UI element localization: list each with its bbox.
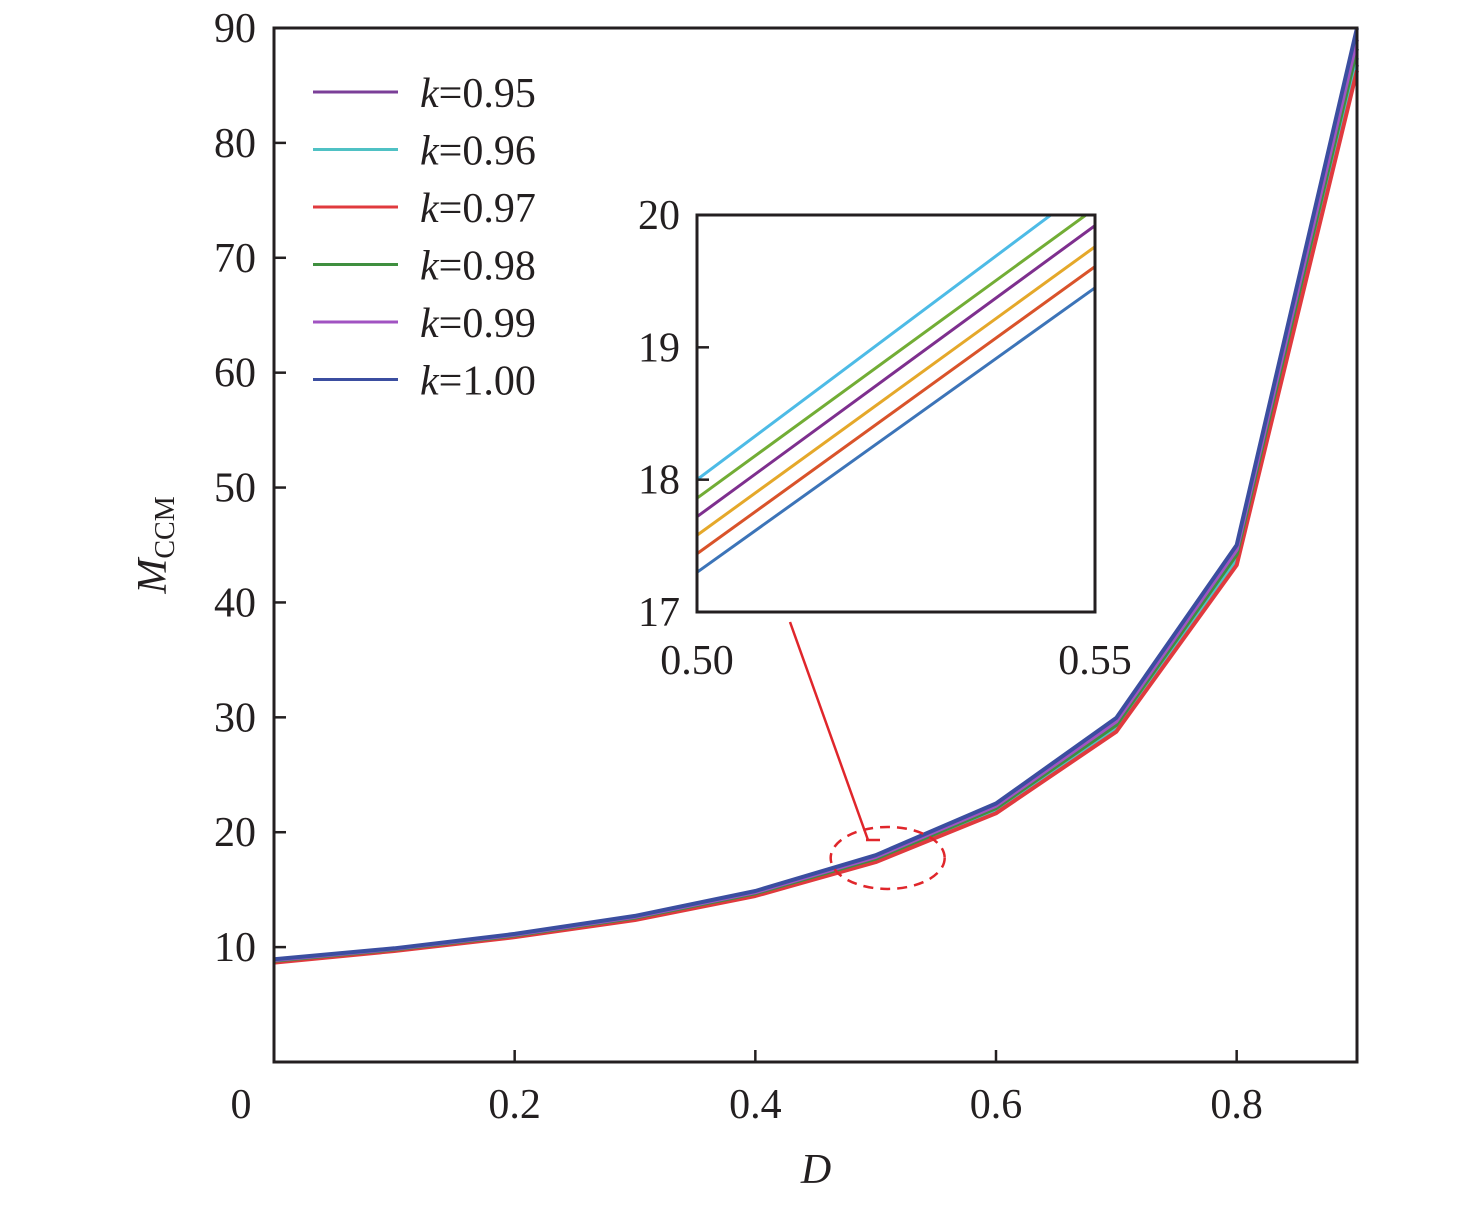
legend: k=0.95k=0.96k=0.97k=0.98k=0.99k=1.00 — [313, 71, 536, 405]
y-tick-label: 30 — [214, 695, 256, 741]
y-tick-label: 80 — [214, 121, 256, 167]
inset-y-tick-label: 17 — [638, 590, 680, 636]
y-tick-label: 10 — [214, 925, 256, 971]
x-axis-label: D — [800, 1147, 831, 1193]
x-tick-label: 0.8 — [1210, 1082, 1263, 1128]
inset-y-tick-label: 18 — [638, 458, 680, 504]
legend-label: k=0.96 — [420, 129, 536, 175]
y-axis-label: MCCM — [130, 496, 181, 594]
main-series-lines — [273, 27, 1359, 965]
zoom-annotation — [788, 621, 946, 891]
inset-series-line — [697, 224, 1095, 518]
legend-label-value: =0.99 — [439, 301, 536, 347]
legend-item: k=0.97 — [313, 186, 536, 232]
main-plot-frame — [272, 26, 1359, 1064]
x-tick-label: 0.2 — [488, 1082, 541, 1128]
legend-label-value: =0.98 — [439, 244, 536, 290]
legend-item: k=1.00 — [313, 359, 536, 405]
main-axis-ticks: 0 0.2 0.4 0.6 0.8 10 20 30 40 50 60 70 80 90 — [214, 6, 1263, 1128]
inset-y-tick-label: 19 — [638, 325, 680, 371]
y-tick-label: 60 — [214, 351, 256, 397]
inset-y-tick-label: 20 — [638, 193, 680, 239]
inset-series-line — [697, 215, 1089, 500]
series-line-k=1.00 — [273, 27, 1359, 962]
callout-line — [788, 621, 870, 841]
legend-label: k=1.00 — [420, 359, 536, 405]
legend-label-k: k — [420, 301, 440, 347]
highlight-ellipse — [829, 825, 946, 891]
inset-series-lines — [697, 215, 1095, 574]
y-axis-label-main: M — [130, 557, 176, 595]
legend-label: k=0.97 — [420, 186, 536, 232]
inset-background — [697, 215, 1095, 612]
legend-label-value: =1.00 — [439, 359, 536, 405]
legend-label: k=0.99 — [420, 301, 536, 347]
legend-label-value: =0.97 — [439, 186, 536, 232]
legend-label-k: k — [420, 244, 440, 290]
inset-series-line — [697, 286, 1095, 574]
y-tick-label: 20 — [214, 810, 256, 856]
legend-label: k=0.98 — [420, 244, 536, 290]
legend-item: k=0.96 — [313, 129, 536, 175]
legend-label-value: =0.96 — [439, 129, 536, 175]
inset-frame — [695, 213, 1097, 614]
inset-x-tick-label: 0.55 — [1058, 638, 1132, 684]
legend-label-k: k — [420, 71, 440, 117]
y-tick-label: 90 — [214, 6, 256, 52]
x-tick-label: 0 — [231, 1082, 252, 1128]
legend-label: k=0.95 — [420, 71, 536, 117]
legend-item: k=0.98 — [313, 244, 536, 290]
inset-series-line — [697, 215, 1054, 481]
legend-item: k=0.99 — [313, 301, 536, 347]
y-tick-label: 40 — [214, 580, 256, 626]
y-tick-label: 70 — [214, 236, 256, 282]
inset-x-tick-label: 0.50 — [660, 638, 734, 684]
svg-text:MCCM: MCCM — [130, 496, 181, 594]
y-axis-label-subscript: CCM — [150, 496, 181, 558]
legend-item: k=0.95 — [313, 71, 536, 117]
legend-label-k: k — [420, 129, 440, 175]
inset-axis-ticks: 0.50 0.55 17 18 19 20 — [638, 193, 1132, 684]
y-tick-label: 50 — [214, 466, 256, 512]
inset-series-line — [697, 245, 1095, 537]
legend-label-k: k — [420, 359, 440, 405]
x-tick-label: 0.6 — [970, 1082, 1023, 1128]
x-tick-label: 0.4 — [729, 1082, 782, 1128]
inset-series-line — [697, 265, 1095, 555]
legend-label-value: =0.95 — [439, 71, 536, 117]
legend-label-k: k — [420, 186, 440, 232]
